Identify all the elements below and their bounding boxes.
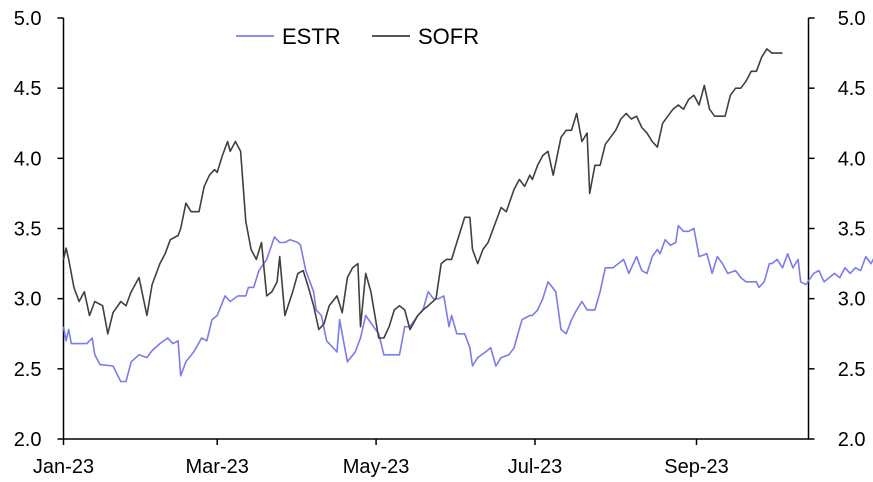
y-axis-ticks: 5.0 5.0 4.5 4.5 4.0 4.0 3.5 3.5 3.0 3.0 2.5 2.5 2.0 2…: [14, 8, 866, 451]
y-tick-label-left: 2.5: [14, 359, 42, 381]
y-tick-label-left: 4.0: [14, 148, 42, 170]
x-tick-label: Mar-23: [186, 456, 249, 478]
y-tick-label-right: 2.5: [838, 359, 866, 381]
series-line-sofr: [62, 48, 783, 339]
plot-area: [62, 18, 810, 440]
x-axis-ticks: Jan-23 Mar-23 May-23 Jul-23 Sep-23: [33, 439, 729, 478]
y-tick-label-left: 5.0: [14, 8, 42, 30]
y-tick-label-left: 4.5: [14, 78, 42, 100]
legend-label-sofr: SOFR: [418, 24, 479, 49]
y-tick-label-left: 2.0: [14, 429, 42, 451]
x-tick-label: May-23: [343, 456, 410, 478]
legend: ESTR SOFR: [236, 24, 479, 49]
x-tick-label: Sep-23: [664, 456, 729, 478]
y-tick-label-left: 3.0: [14, 289, 42, 311]
legend-label-estr: ESTR: [282, 24, 341, 49]
x-tick-label: Jan-23: [33, 456, 94, 478]
y-tick-label-right: 5.0: [838, 8, 866, 30]
y-tick-label-right: 4.0: [838, 148, 866, 170]
y-tick-label-left: 3.5: [14, 219, 42, 241]
series-layer: [62, 48, 873, 383]
y-tick-label-right: 3.0: [838, 289, 866, 311]
y-tick-label-right: 2.0: [838, 429, 866, 451]
series-line-estr: [62, 224, 873, 383]
x-tick-label: Jul-23: [508, 456, 562, 478]
y-tick-label-right: 3.5: [838, 219, 866, 241]
y-tick-label-right: 4.5: [838, 78, 866, 100]
